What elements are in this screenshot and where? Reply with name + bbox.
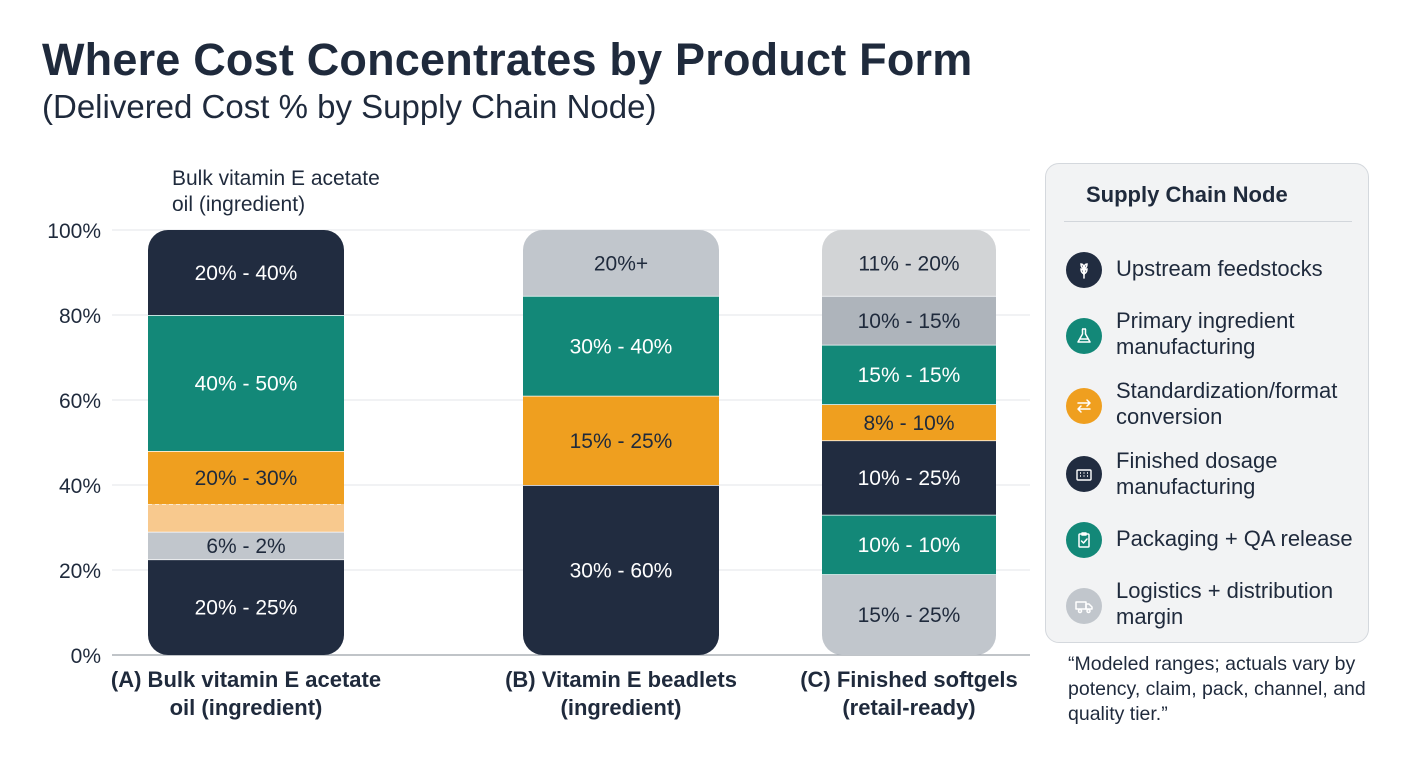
segment-label: 20%+ xyxy=(594,252,648,275)
factory-icon xyxy=(1066,456,1102,492)
arrows-icon xyxy=(1066,388,1102,424)
bar-group xyxy=(523,230,719,655)
segment-label: 15% - 15% xyxy=(858,364,961,387)
x-category-label: (B) Vitamin E beadlets (ingredient) xyxy=(505,667,737,720)
legend-label: Standardization/format conversion xyxy=(1116,378,1338,429)
segment-label: 30% - 60% xyxy=(570,560,673,583)
y-tick-label: 100% xyxy=(47,220,101,243)
segment-label: 20% - 25% xyxy=(195,597,298,620)
segment-label: 11% - 20% xyxy=(858,252,959,275)
footnote: “Modeled ranges; actuals vary by potency… xyxy=(1068,653,1366,725)
stacked-bar-chart: 0% 20% 40% 60% 80% 100% 20% - 25% 6% - 2% 20% - … xyxy=(47,167,1030,720)
legend-label: Finished dosage manufacturing xyxy=(1116,448,1278,499)
chart-subtitle: (Delivered Cost % by Supply Chain Node) xyxy=(42,88,657,125)
bar-group xyxy=(822,230,996,655)
bar-segment xyxy=(523,485,719,655)
y-tick-label: 0% xyxy=(71,645,101,668)
segment-label: 10% - 15% xyxy=(858,310,961,333)
bar-segment xyxy=(822,514,996,575)
legend-panel: Supply Chain Node Upstream feedstocks Pr… xyxy=(1045,163,1369,643)
y-tick-label: 40% xyxy=(59,475,101,498)
bar-segment xyxy=(148,531,344,560)
x-category-label: (A) Bulk vitamin E acetate oil (ingredien… xyxy=(111,667,381,720)
segment-label: 10% - 10% xyxy=(858,534,961,557)
legend-label: Logistics + distribution margin xyxy=(1116,578,1334,629)
segment-label: 20% - 40% xyxy=(195,262,298,285)
bar-segment xyxy=(822,404,996,441)
clipboard-icon xyxy=(1066,522,1102,558)
y-tick-label: 20% xyxy=(59,560,101,583)
bar-group xyxy=(148,230,344,655)
legend-divider xyxy=(1064,221,1352,222)
segment-label: 8% - 10% xyxy=(863,412,954,435)
bar-segment xyxy=(822,344,996,405)
x-category-label: (C) Finished softgels (retail-ready) xyxy=(800,667,1018,720)
legend-label: Packaging + QA release xyxy=(1116,526,1353,551)
segment-label: 10% - 25% xyxy=(858,467,961,490)
legend-label: Upstream feedstocks xyxy=(1116,256,1323,281)
segment-label: 30% - 40% xyxy=(570,335,673,358)
segment-label: 40% - 50% xyxy=(195,373,298,396)
bar-segment xyxy=(822,574,996,655)
bar-segment xyxy=(523,395,719,485)
bar-segment xyxy=(523,295,719,396)
bar-segment xyxy=(148,230,344,315)
flask-icon xyxy=(1066,318,1102,354)
segment-label: 15% - 25% xyxy=(570,430,673,453)
segment-label: 20% - 30% xyxy=(195,467,298,490)
bar-segment xyxy=(148,559,344,655)
y-tick-label: 80% xyxy=(59,305,101,328)
bar-segment xyxy=(523,230,719,296)
bar-segment xyxy=(148,315,344,451)
segment-label: 15% - 25% xyxy=(858,604,961,627)
bar-segment xyxy=(822,230,996,296)
bar-segment xyxy=(148,451,344,505)
legend-title: Supply Chain Node xyxy=(1086,182,1288,207)
y-tick-label: 60% xyxy=(59,390,101,413)
bar-annotation: Bulk vitamin E acetate oil (ingredient) xyxy=(172,167,380,216)
bar-segment xyxy=(822,440,996,515)
truck-icon xyxy=(1066,588,1102,624)
wheat-icon xyxy=(1066,252,1102,288)
segment-label: 6% - 2% xyxy=(206,535,285,558)
chart-title: Where Cost Concentrates by Product Form xyxy=(42,34,973,85)
bar-segment xyxy=(148,504,344,532)
legend-label: Primary ingredient manufacturing xyxy=(1116,308,1295,359)
bar-segment xyxy=(822,295,996,345)
